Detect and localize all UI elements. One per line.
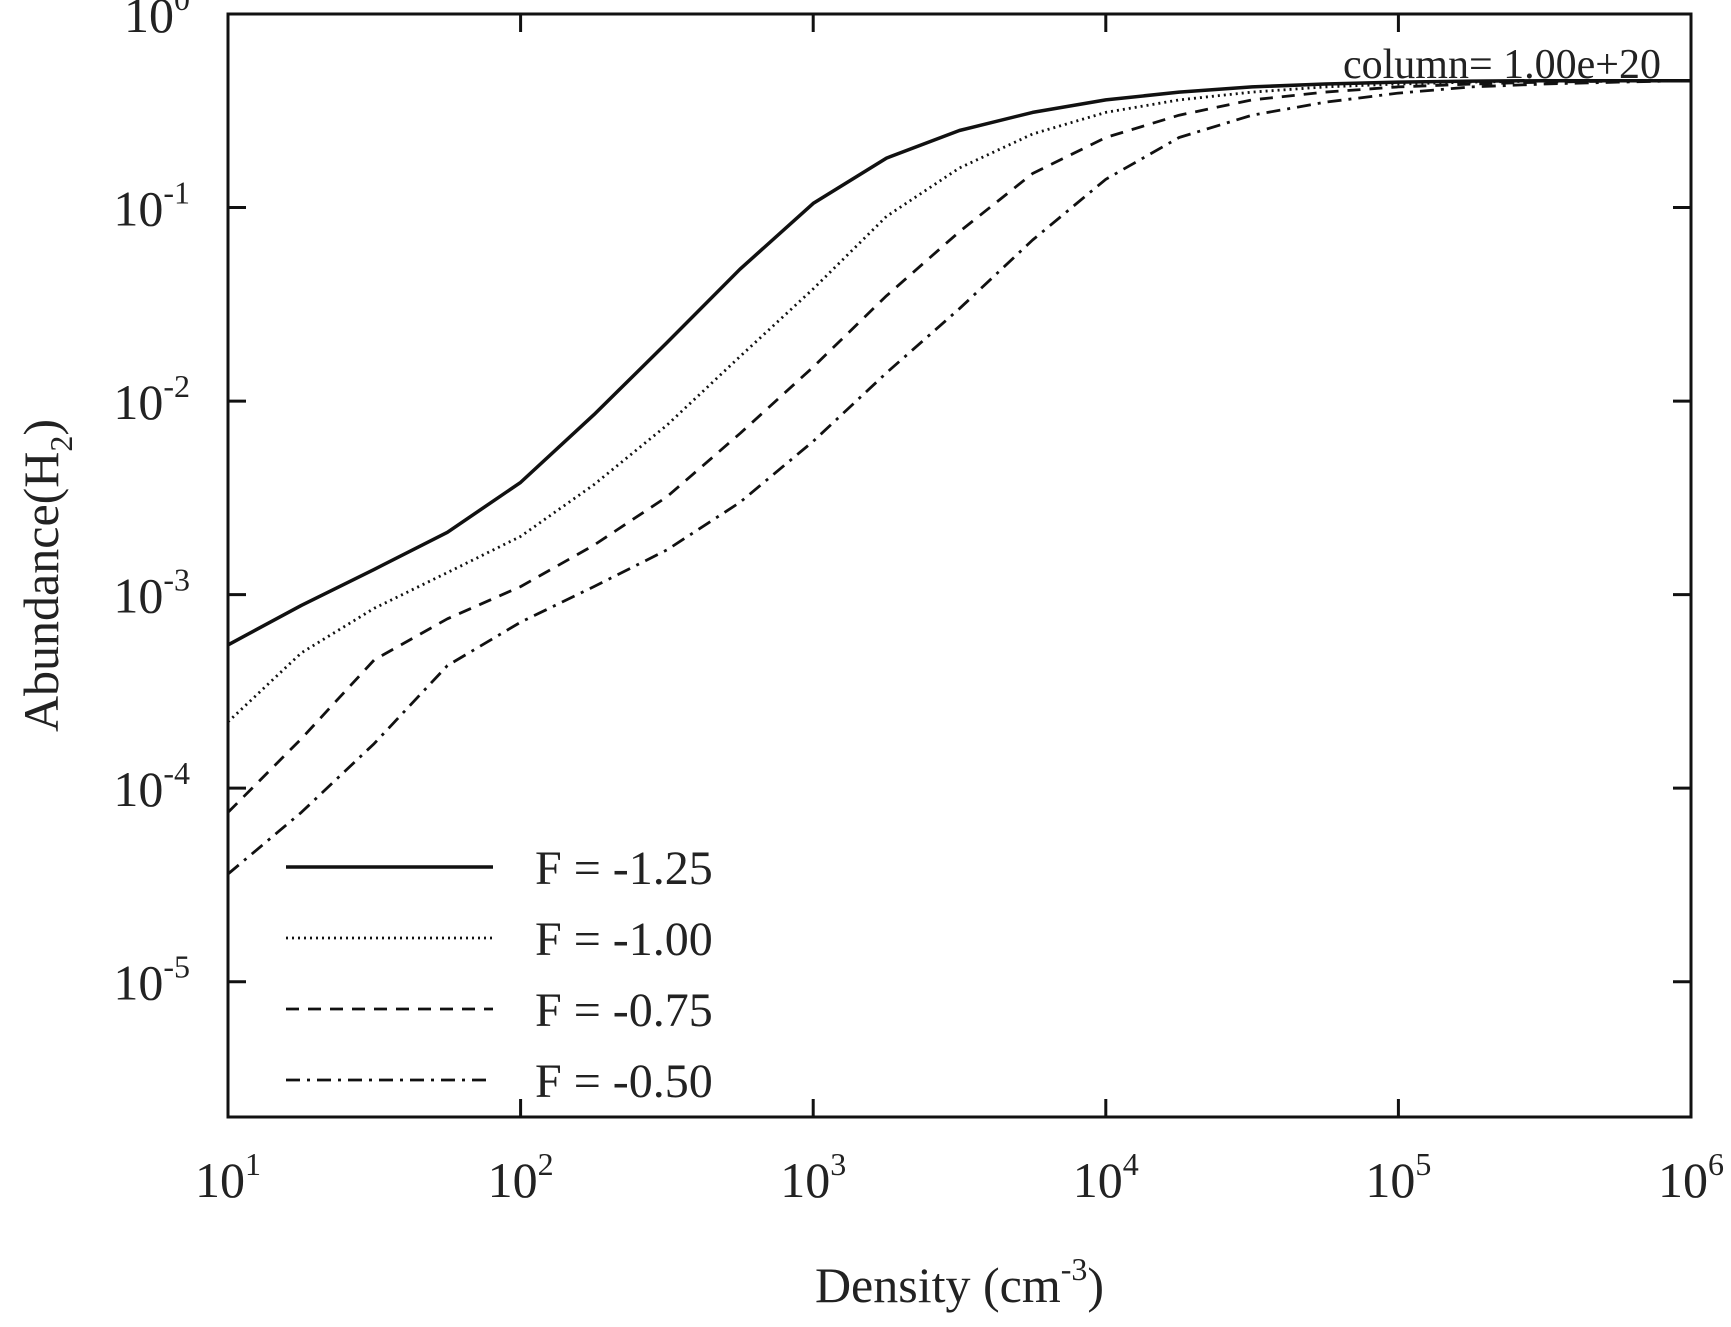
- x-tick-label-5: 106: [1658, 1146, 1724, 1208]
- x-tick-exp-2: 3: [830, 1146, 846, 1182]
- x-tick-base-0: 10: [195, 1152, 245, 1208]
- x-tick-label-2: 103: [780, 1146, 846, 1208]
- x-tick-exp-5: 6: [1708, 1146, 1724, 1182]
- y-tick-exp-2: -2: [163, 368, 190, 404]
- y-tick-label-2: 10-2: [113, 368, 190, 430]
- x-tick-label-4: 105: [1365, 1146, 1431, 1208]
- y-tick-label-4: 10-4: [113, 755, 190, 817]
- y-tick-label-1: 10-1: [113, 175, 190, 237]
- series-layer: [227, 78, 1692, 876]
- tick-layer: 10110210310410510610010-110-210-310-410-…: [113, 0, 1724, 1208]
- y-tick-base-4: 10: [113, 761, 163, 817]
- legend-label-1: F = -1.00: [535, 913, 713, 966]
- series-line-3: [227, 79, 1692, 876]
- x-tick-exp-3: 4: [1123, 1146, 1139, 1182]
- label-layer: column= 1.00e+20 Density (cm-3) Abundanc…: [13, 42, 1661, 1313]
- x-axis-label: Density (cm-3): [815, 1251, 1104, 1313]
- y-tick-base-5: 10: [113, 955, 163, 1011]
- x-tick-label-1: 102: [488, 1146, 554, 1208]
- y-tick-base-0: 10: [124, 0, 174, 43]
- legend-label-2: F = -0.75: [535, 984, 713, 1037]
- y-axis-label-sub: 2: [43, 436, 79, 452]
- y-tick-base-1: 10: [113, 181, 163, 237]
- x-tick-exp-1: 2: [538, 1146, 554, 1182]
- y-tick-label-3: 10-3: [113, 562, 190, 624]
- x-axis-label-tail: ): [1087, 1257, 1104, 1313]
- y-tick-label-0: 100: [124, 0, 190, 43]
- legend-label-3: F = -0.50: [535, 1055, 713, 1108]
- series-line-2: [227, 79, 1692, 814]
- y-axis-label: Abundance(H2): [13, 419, 79, 732]
- y-tick-exp-0: 0: [174, 0, 190, 17]
- x-tick-label-3: 104: [1073, 1146, 1139, 1208]
- series-line-1: [227, 79, 1691, 723]
- x-tick-base-1: 10: [488, 1152, 538, 1208]
- x-tick-base-2: 10: [780, 1152, 830, 1208]
- plot-frame: [226, 12, 1693, 1119]
- y-tick-base-2: 10: [113, 374, 163, 430]
- column-annotation: column= 1.00e+20: [1343, 42, 1661, 88]
- y-tick-label-5: 10-5: [113, 949, 190, 1011]
- x-tick-exp-0: 1: [245, 1146, 261, 1182]
- x-tick-base-3: 10: [1073, 1152, 1123, 1208]
- legend: F = -1.25 F = -1.00 F = -0.75 F = -0.50: [286, 842, 713, 1108]
- x-axis-label-main: Density (cm: [815, 1257, 1061, 1313]
- legend-label-0: F = -1.25: [535, 842, 713, 895]
- y-axis-label-tail: ): [13, 419, 69, 436]
- y-tick-exp-4: -4: [163, 755, 190, 791]
- x-tick-base-5: 10: [1658, 1152, 1708, 1208]
- y-tick-exp-5: -5: [163, 949, 190, 985]
- x-tick-exp-4: 5: [1415, 1146, 1431, 1182]
- y-axis-label-main: Abundance(H: [13, 452, 69, 732]
- x-axis-label-sup: -3: [1061, 1251, 1088, 1287]
- series-line-0: [227, 78, 1691, 647]
- x-tick-label-0: 101: [195, 1146, 261, 1208]
- y-tick-exp-3: -3: [163, 562, 190, 598]
- y-tick-exp-1: -1: [163, 175, 190, 211]
- y-tick-base-3: 10: [113, 568, 163, 624]
- x-tick-base-4: 10: [1365, 1152, 1415, 1208]
